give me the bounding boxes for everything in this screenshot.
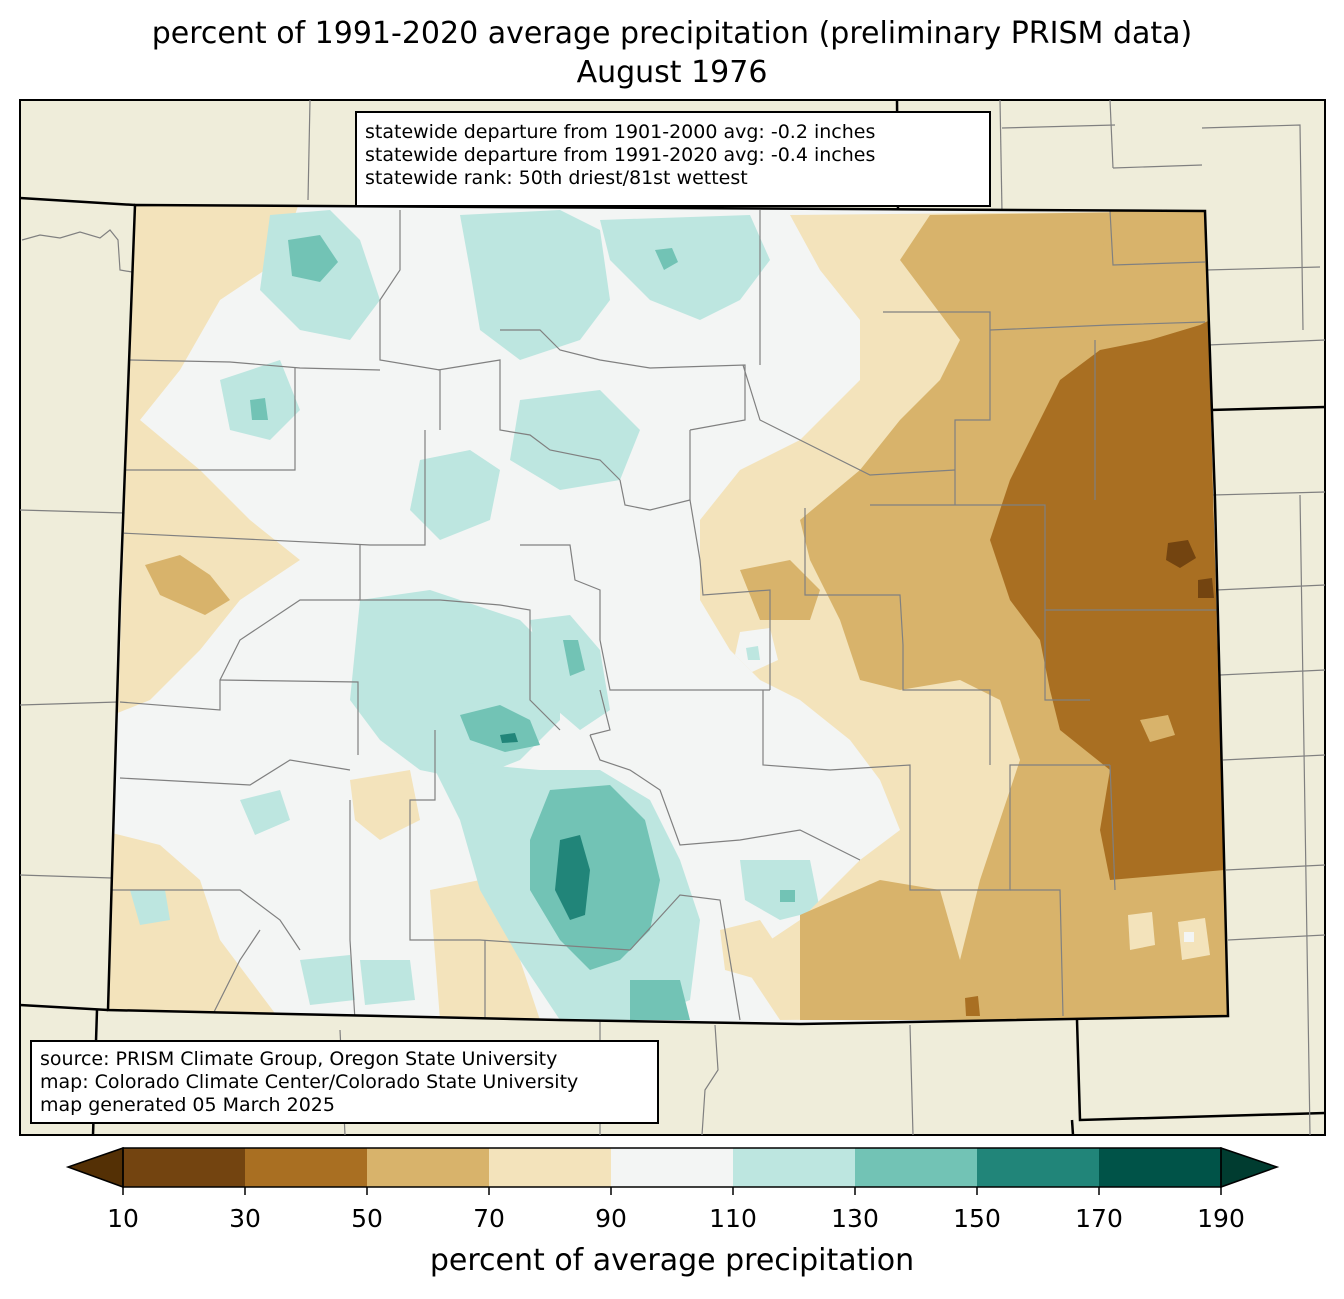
colorbar-bin-10-30 xyxy=(123,1148,246,1187)
colorbar-bin-130-150 xyxy=(855,1148,978,1187)
colorbar-label: percent of average precipitation xyxy=(429,1243,915,1278)
colorbar-bin-50-70 xyxy=(367,1148,490,1187)
departure-1901-2000: statewide departure from 1901-2000 avg: … xyxy=(365,121,876,143)
statewide-rank: statewide rank: 50th driest/81st wettest xyxy=(365,167,748,189)
county-lines xyxy=(110,210,1217,1021)
colorbar-bin-30-50 xyxy=(245,1148,368,1187)
source-credits-box: source: PRISM Climate Group, Oregon Stat… xyxy=(30,1040,659,1124)
colorbar-over-arrow xyxy=(1220,1146,1280,1189)
map-title: percent of 1991-2020 average precipitati… xyxy=(151,16,1193,51)
colorbar-tick-label: 90 xyxy=(595,1204,627,1233)
colorbar-tick-label: 190 xyxy=(1197,1204,1245,1233)
colorbar-tick-label: 130 xyxy=(831,1204,879,1233)
colorbar-bin-110-130 xyxy=(733,1148,856,1187)
colorado-state-border xyxy=(106,203,1230,1026)
colorbar-bin-70-90 xyxy=(489,1148,612,1187)
map-credit: map: Colorado Climate Center/Colorado St… xyxy=(40,1071,579,1093)
colorbar-bin-170-190 xyxy=(1099,1148,1222,1187)
colorbar-tick-label: 110 xyxy=(709,1204,757,1233)
colorbar-tick-label: 30 xyxy=(229,1204,261,1233)
source-credit: source: PRISM Climate Group, Oregon Stat… xyxy=(40,1048,558,1070)
colorbar-tick-label: 70 xyxy=(473,1204,505,1233)
colorbar-tick-label: 10 xyxy=(107,1204,139,1233)
colorbar-tick-label: 50 xyxy=(351,1204,383,1233)
precipitation-field xyxy=(108,205,1228,1024)
colorbar-tick-label: 170 xyxy=(1075,1204,1123,1233)
colorbar-under-arrow xyxy=(65,1146,124,1189)
colorbar-outline xyxy=(122,1147,1222,1188)
colorbar-tick-label: 150 xyxy=(953,1204,1001,1233)
departure-1991-2020: statewide departure from 1991-2020 avg: … xyxy=(365,144,876,166)
map-subtitle-month: August 1976 xyxy=(576,55,768,90)
statewide-stats-box: statewide departure from 1901-2000 avg: … xyxy=(355,111,991,207)
colorbar-bin-150-170 xyxy=(977,1148,1100,1187)
generated-date: map generated 05 March 2025 xyxy=(40,1094,335,1116)
colorbar-bin-90-110 xyxy=(611,1148,734,1187)
